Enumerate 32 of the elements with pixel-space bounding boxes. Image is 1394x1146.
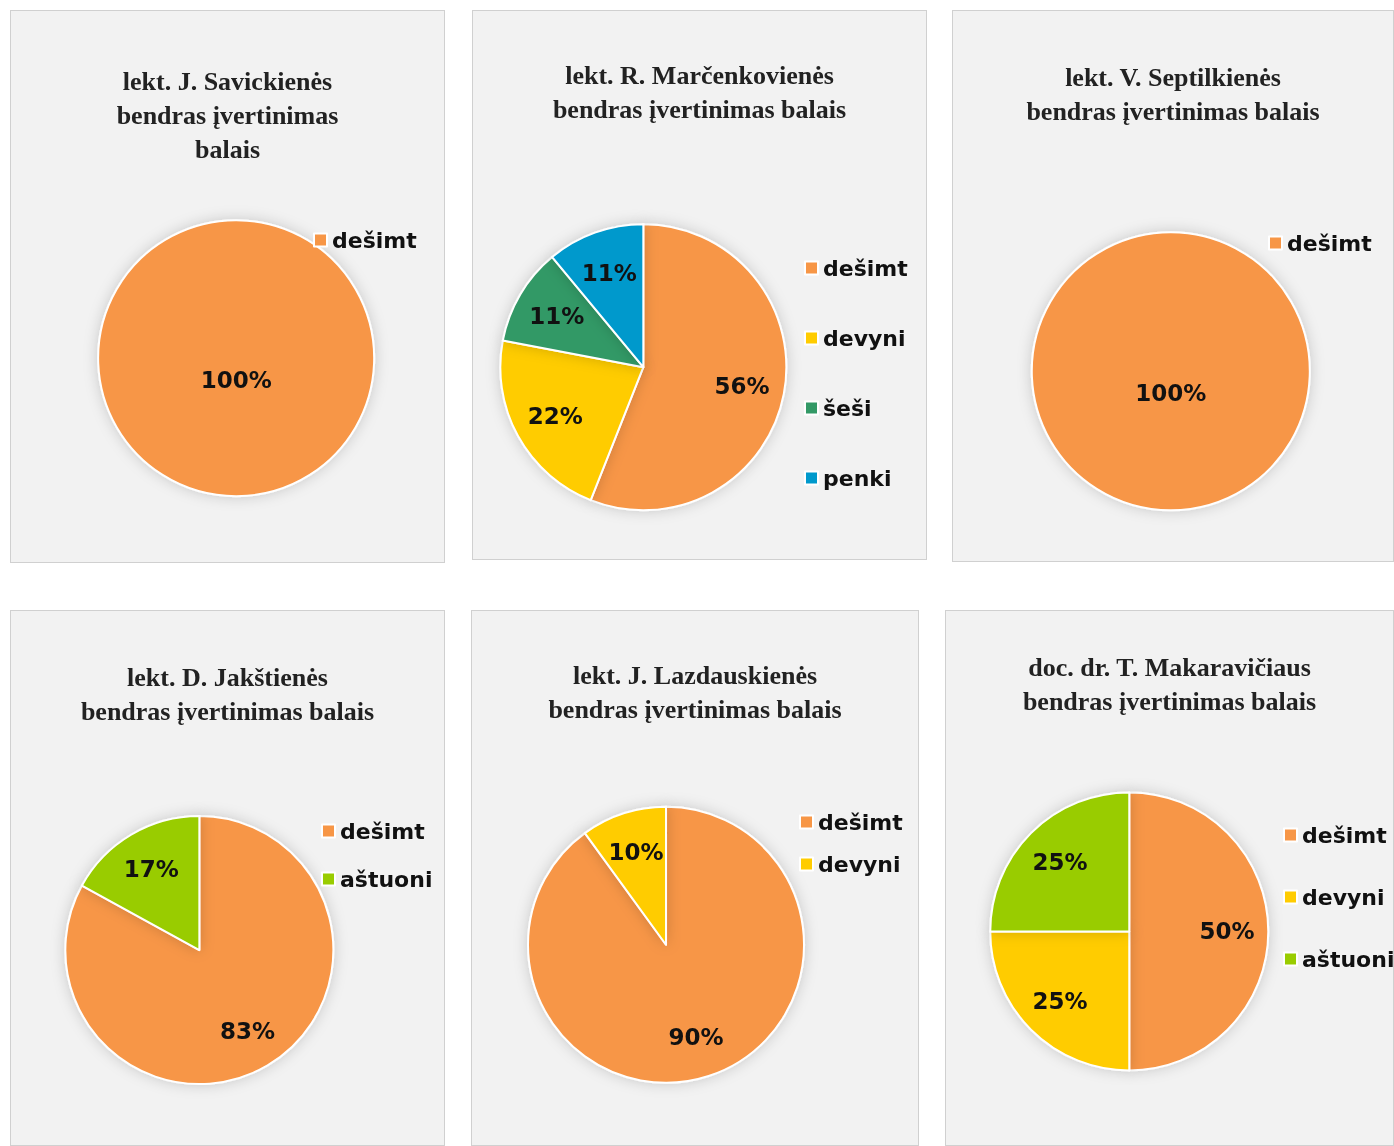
data-label: 10% [608,839,664,866]
legend-label: aštuoni [340,866,433,892]
data-label: 50% [1199,918,1255,945]
legend-label: penki [823,465,892,491]
legend-label: aštuoni [1302,946,1394,972]
data-label: 25% [1032,987,1088,1014]
data-label: 11% [529,303,585,329]
data-label: 100% [1135,380,1207,406]
legend-label: dešimt [818,809,904,835]
chart-title: lekt. D. Jakštienės bendras įvertinimas balais [80,662,375,726]
legend-label: dešimt [340,818,426,844]
data-label: 90% [668,1024,724,1051]
chart-title: lekt. R. Marčenkovienės bendras įvertinimas balais [552,60,847,124]
data-label: 56% [714,373,770,400]
data-label: 25% [1032,849,1088,876]
chart-title: lekt. J. Savickienės bendras įvertinimas balais [116,66,339,164]
legend-label: devyni [818,851,901,877]
legend-label: dešimt [1287,230,1373,256]
chart-title: lekt. V. Septilkienės bendras įvertinimas balais [1026,62,1320,126]
data-label: 11% [581,259,637,286]
legend-label: devyni [823,325,906,351]
legend-label: dešimt [332,227,418,253]
legend-label: devyni [1302,884,1385,910]
legend-label: dešimt [823,255,909,281]
data-label: 17% [123,855,179,882]
data-label: 83% [219,1018,275,1045]
chart-title: lekt. J. Lazdauskienės bendras įvertinimas balais [548,660,842,724]
legend-label: dešimt [1302,822,1388,848]
chart-title: doc. dr. T. Makaravičiaus bendras įvertinimas balais [1022,652,1317,716]
data-label: 22% [527,402,583,429]
legend-label: šeši [823,395,872,421]
data-label: 100% [200,366,272,393]
